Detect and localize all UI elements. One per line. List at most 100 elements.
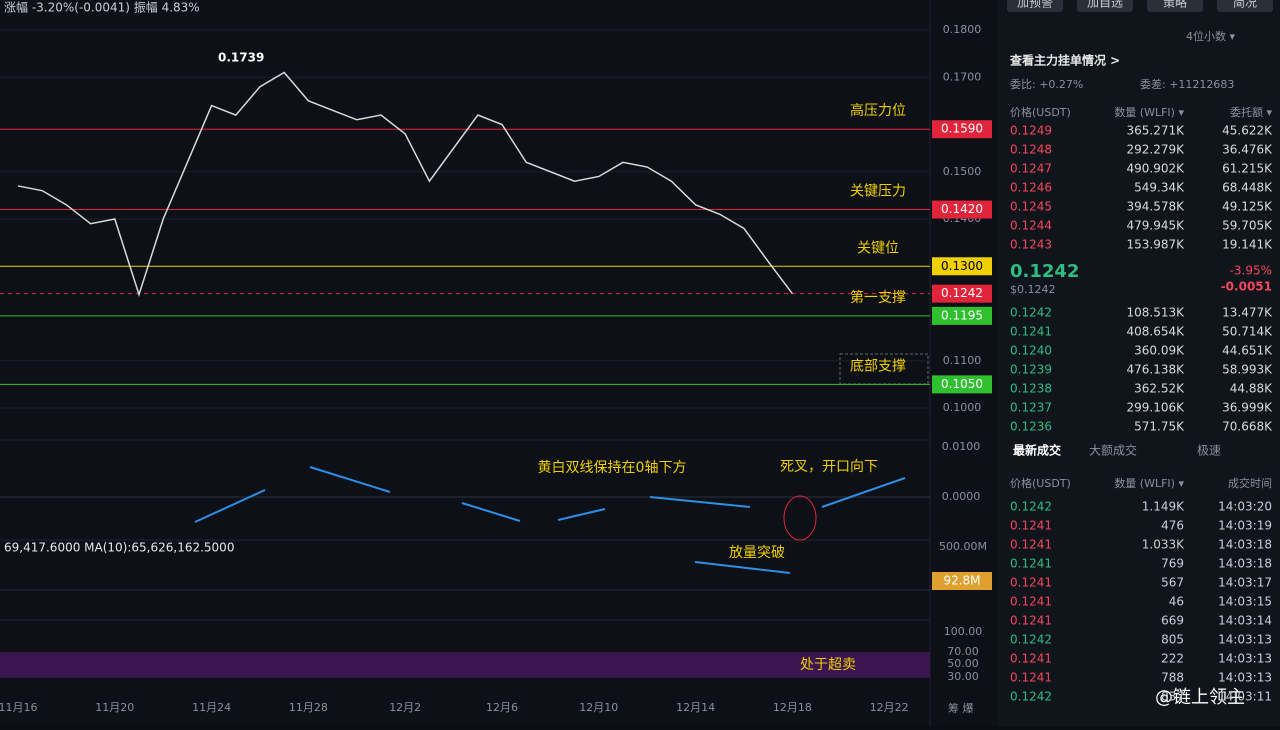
- circle-mark: [783, 495, 817, 541]
- level-label: 0.1050: [941, 377, 983, 391]
- book-cell: 0.1238: [1010, 382, 1052, 396]
- button[interactable]: [1217, 0, 1273, 12]
- book-cell: 0.1247: [1010, 162, 1052, 176]
- book-cell: 0.1241: [1010, 325, 1052, 339]
- book-cell: 362.52K: [1134, 382, 1185, 396]
- level-note: 第一支撑: [850, 289, 906, 306]
- level-label: 0.1590: [941, 122, 983, 136]
- rsi-band: [0, 652, 930, 678]
- x-tick-label: 12月10: [579, 701, 618, 714]
- book-cell: 292.279K: [1127, 143, 1186, 157]
- book-cell: 58.993K: [1222, 363, 1273, 377]
- trade-header: 价格(USDT): [1010, 476, 1071, 490]
- book-cell: 571.75K: [1134, 420, 1185, 434]
- trade-time: 14:03:13: [1218, 671, 1272, 685]
- level-note: 底部支撑: [850, 358, 906, 374]
- button-label: 简况: [1233, 0, 1257, 10]
- book-cell: 299.106K: [1127, 401, 1186, 415]
- x-tick-label: 12月18: [773, 701, 812, 714]
- book-cell: 0.1244: [1010, 219, 1052, 233]
- book-cell: 365.271K: [1127, 124, 1186, 138]
- level-badge: [932, 200, 992, 219]
- watermark: @链上领主: [1155, 687, 1245, 708]
- trade-time: 14:03:18: [1218, 557, 1272, 571]
- vol-axis: 500.00M: [939, 540, 987, 553]
- y-tick-label: 0.1700: [943, 70, 982, 83]
- x-tick-label: 12月22: [870, 701, 909, 714]
- book-cell: 0.1239: [1010, 363, 1052, 377]
- book-cell: 0.1245: [1010, 200, 1052, 214]
- annotation: 死叉，开口向下: [780, 459, 878, 475]
- y-tick-label: 0.1500: [943, 165, 982, 178]
- level-badge: [932, 375, 992, 394]
- tab[interactable]: 大额成交: [1089, 443, 1137, 458]
- rsi-axis: 100.00: [944, 625, 983, 638]
- book-cell: 0.1240: [1010, 344, 1052, 358]
- book-cell: 0.1236: [1010, 420, 1052, 434]
- trade-price: 0.1241: [1010, 519, 1052, 533]
- book-cell: 0.1237: [1010, 401, 1052, 415]
- button-label: 加预警: [1017, 0, 1053, 10]
- trade-qty: 1.149K: [1142, 500, 1185, 514]
- book-cell: 360.09K: [1134, 344, 1185, 358]
- trade-qty: 769: [1161, 557, 1184, 571]
- button[interactable]: [1147, 0, 1203, 12]
- level-label: 0.1300: [941, 259, 983, 273]
- tab[interactable]: 最新成交: [1013, 443, 1061, 458]
- trade-header: 成交时间: [1228, 476, 1272, 490]
- level-label: 0.1420: [941, 202, 983, 216]
- level-badge: [932, 284, 992, 303]
- book-cell: 108.513K: [1127, 306, 1186, 320]
- vol-badge: [932, 572, 992, 590]
- tab[interactable]: 极速: [1197, 444, 1221, 458]
- book-cell: 36.999K: [1222, 401, 1273, 415]
- trade-qty: 46: [1169, 595, 1184, 609]
- book-cell: 19.141K: [1222, 238, 1273, 252]
- book-cell: 70.668K: [1222, 420, 1273, 434]
- level-note: 高压力位: [850, 102, 906, 119]
- level-badge: [932, 120, 992, 139]
- trade-price: 0.1241: [1010, 557, 1052, 571]
- stats: 涨幅 -3.20%(-0.0041) 振幅 4.83%: [4, 0, 200, 15]
- trade-time: 14:03:20: [1218, 500, 1272, 514]
- trade-qty: 567: [1161, 576, 1184, 590]
- book-cell: 50.714K: [1222, 325, 1273, 339]
- annotation: 处于超卖: [800, 657, 856, 673]
- trade-time: 14:03:15: [1218, 595, 1272, 609]
- button[interactable]: [1077, 0, 1133, 12]
- decimals: 4位小数 ▾: [1186, 29, 1235, 43]
- trade-price: 0.1241: [1010, 595, 1052, 609]
- annotation: 黄白双线保持在0轴下方: [538, 459, 687, 476]
- trade-header: 数量 (WLFI) ▾: [1114, 477, 1184, 490]
- book-cell: 0.1248: [1010, 143, 1052, 157]
- footer-icons: 筹 爆: [948, 701, 974, 715]
- trade-price: 0.1241: [1010, 671, 1052, 685]
- x-tick-label: 11月20: [95, 701, 134, 714]
- x-tick-label: 11月24: [192, 701, 231, 714]
- ratio: 委比: +0.27%: [1010, 78, 1083, 91]
- book-cell: 49.125K: [1222, 200, 1273, 214]
- button[interactable]: [1007, 0, 1063, 12]
- last-price: 0.1242: [1010, 261, 1079, 282]
- book-cell: 61.215K: [1222, 162, 1273, 176]
- last-usd: $0.1242: [1010, 283, 1056, 296]
- book-cell: 490.902K: [1127, 162, 1186, 176]
- book-cell: 0.1242: [1010, 306, 1052, 320]
- trade-time: 14:03:19: [1218, 519, 1272, 533]
- trade-qty: 222: [1161, 652, 1184, 666]
- button-label: 加自选: [1087, 0, 1123, 10]
- book-cell: 153.987K: [1127, 238, 1186, 252]
- rsi-axis: 50.00: [947, 657, 979, 670]
- book-cell: 59.705K: [1222, 219, 1273, 233]
- book-cell: 0.1246: [1010, 181, 1052, 195]
- ma-text: 69,417.6000 MA(10):65,626,162.5000: [4, 541, 234, 555]
- trade-time: 14:03:18: [1218, 538, 1272, 552]
- book-cell: 36.476K: [1222, 143, 1273, 157]
- trade-qty: 805: [1161, 633, 1184, 647]
- x-tick-label: 12月14: [676, 701, 715, 714]
- book-header: 委托额 ▾: [1230, 105, 1272, 119]
- trade-time: 14:03:14: [1218, 614, 1272, 628]
- vol-last: 92.8M: [943, 574, 980, 588]
- book-cell: 408.654K: [1127, 325, 1186, 339]
